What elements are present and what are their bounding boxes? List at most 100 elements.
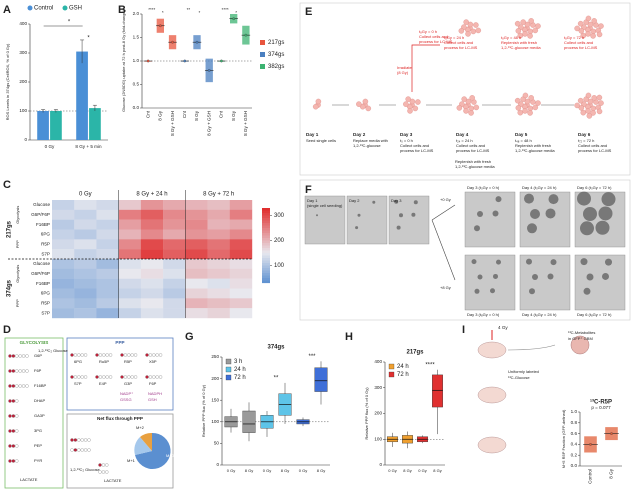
mouse [477,341,507,359]
colony [595,220,610,235]
colony [394,199,399,204]
carbon [130,375,134,379]
cell [465,98,472,105]
cell [473,22,479,28]
cell [356,101,362,107]
cell [535,23,541,29]
seed-label: (single cell seeding) [307,203,343,208]
heat-cell [52,259,75,270]
heat-cell [118,229,142,240]
cell [585,31,591,37]
cofactor: GSSG [120,397,132,402]
carbon [133,375,138,379]
y-tick-label: 300 [19,50,27,55]
heat-cell [118,308,142,319]
heat-cell [118,288,142,299]
carbon [11,459,16,463]
colorbar-step [262,215,270,219]
row-label: G6P/F6P [31,271,50,276]
carbon [11,354,16,358]
heat-cell [52,288,75,299]
x-tick-label: 8 Gy [609,468,614,478]
heat-cell [207,259,230,270]
heat-cell [229,239,253,250]
colorbar-label: 300 [274,213,285,219]
carbon [133,353,138,357]
colorbar-step [262,208,270,211]
colorbar-step [262,220,270,224]
carbon [18,369,22,373]
metabolite: X5P [149,359,157,364]
cell [586,113,593,119]
lactate-label: LACTATE [20,477,38,482]
panel-i-illustration: 4 Gy Uniformly labeled ¹³C-Glucose ¹³C-M… [477,325,595,454]
cell [514,20,521,27]
panel-label: A [3,4,11,16]
legend-label: 217gs [268,40,284,46]
y-tick-label: 100 [19,108,27,113]
heat-cell [207,308,230,319]
heat-cell [96,308,119,319]
carbon [73,438,78,442]
micrograph [304,195,346,245]
arm: +0 Gy [440,197,451,202]
cell [532,27,539,34]
heat-cell [52,249,75,260]
column-group: 8 Gy + 24 h [136,192,167,198]
carbon [11,384,16,388]
heat-cell [207,298,230,309]
pie-slice [134,437,152,455]
net-flux-box [66,413,174,489]
cell [461,96,467,102]
irradiated-text: Collect cells and [444,40,473,45]
heat-cell [229,278,253,289]
heat-cell [74,278,97,289]
metabolite: S7P [74,381,82,386]
cell [365,105,372,112]
heat-cell [207,278,230,289]
panel-frame [299,179,631,321]
colorbar-step [262,228,270,231]
cell [591,95,597,101]
carbon [8,384,12,388]
metabolite: R5P [124,359,132,364]
heat-cell [229,219,253,230]
carbon [80,375,84,379]
y-tick-label: 1.0 [571,409,578,414]
carbon [87,438,91,442]
heat-cell [229,308,253,319]
x-tick-label: 0 Gy [388,468,396,473]
micro-label: Day 6 (t₀Gy = 72 h) [577,185,612,190]
carbon [15,444,19,448]
carbon [101,463,106,467]
heat-cell [163,219,186,230]
x-tick-label: 8 Gy [403,468,411,473]
colony [355,226,359,230]
heat-cell [207,209,230,220]
glycolysis-box [4,337,64,489]
colorbar-step [262,263,270,266]
step-title: Day 4 [456,132,469,137]
carbon [105,463,109,467]
cell [535,100,541,106]
cell [577,20,584,27]
colony [605,258,612,266]
step-text: Collect cells and [400,143,429,148]
carbon [148,353,153,357]
metabolite: DHAP [34,398,45,403]
significance: **** [425,362,435,368]
irradiated-text: Replenish with fresh [501,40,537,45]
colorbar-step [262,278,270,281]
carbon [95,353,99,357]
heat-cell [207,219,230,230]
pie-slice [135,432,171,469]
pathway-label: Glycolysis [15,206,20,224]
carbon [77,353,81,357]
panel-frame [299,2,631,176]
cofactor: GSH [148,397,157,402]
x-tick-label: 0 Gy [45,144,55,149]
irradiate: Irradiate [397,65,412,70]
step-text: t₄₈ = 48 h [515,138,532,143]
bar [37,111,49,140]
